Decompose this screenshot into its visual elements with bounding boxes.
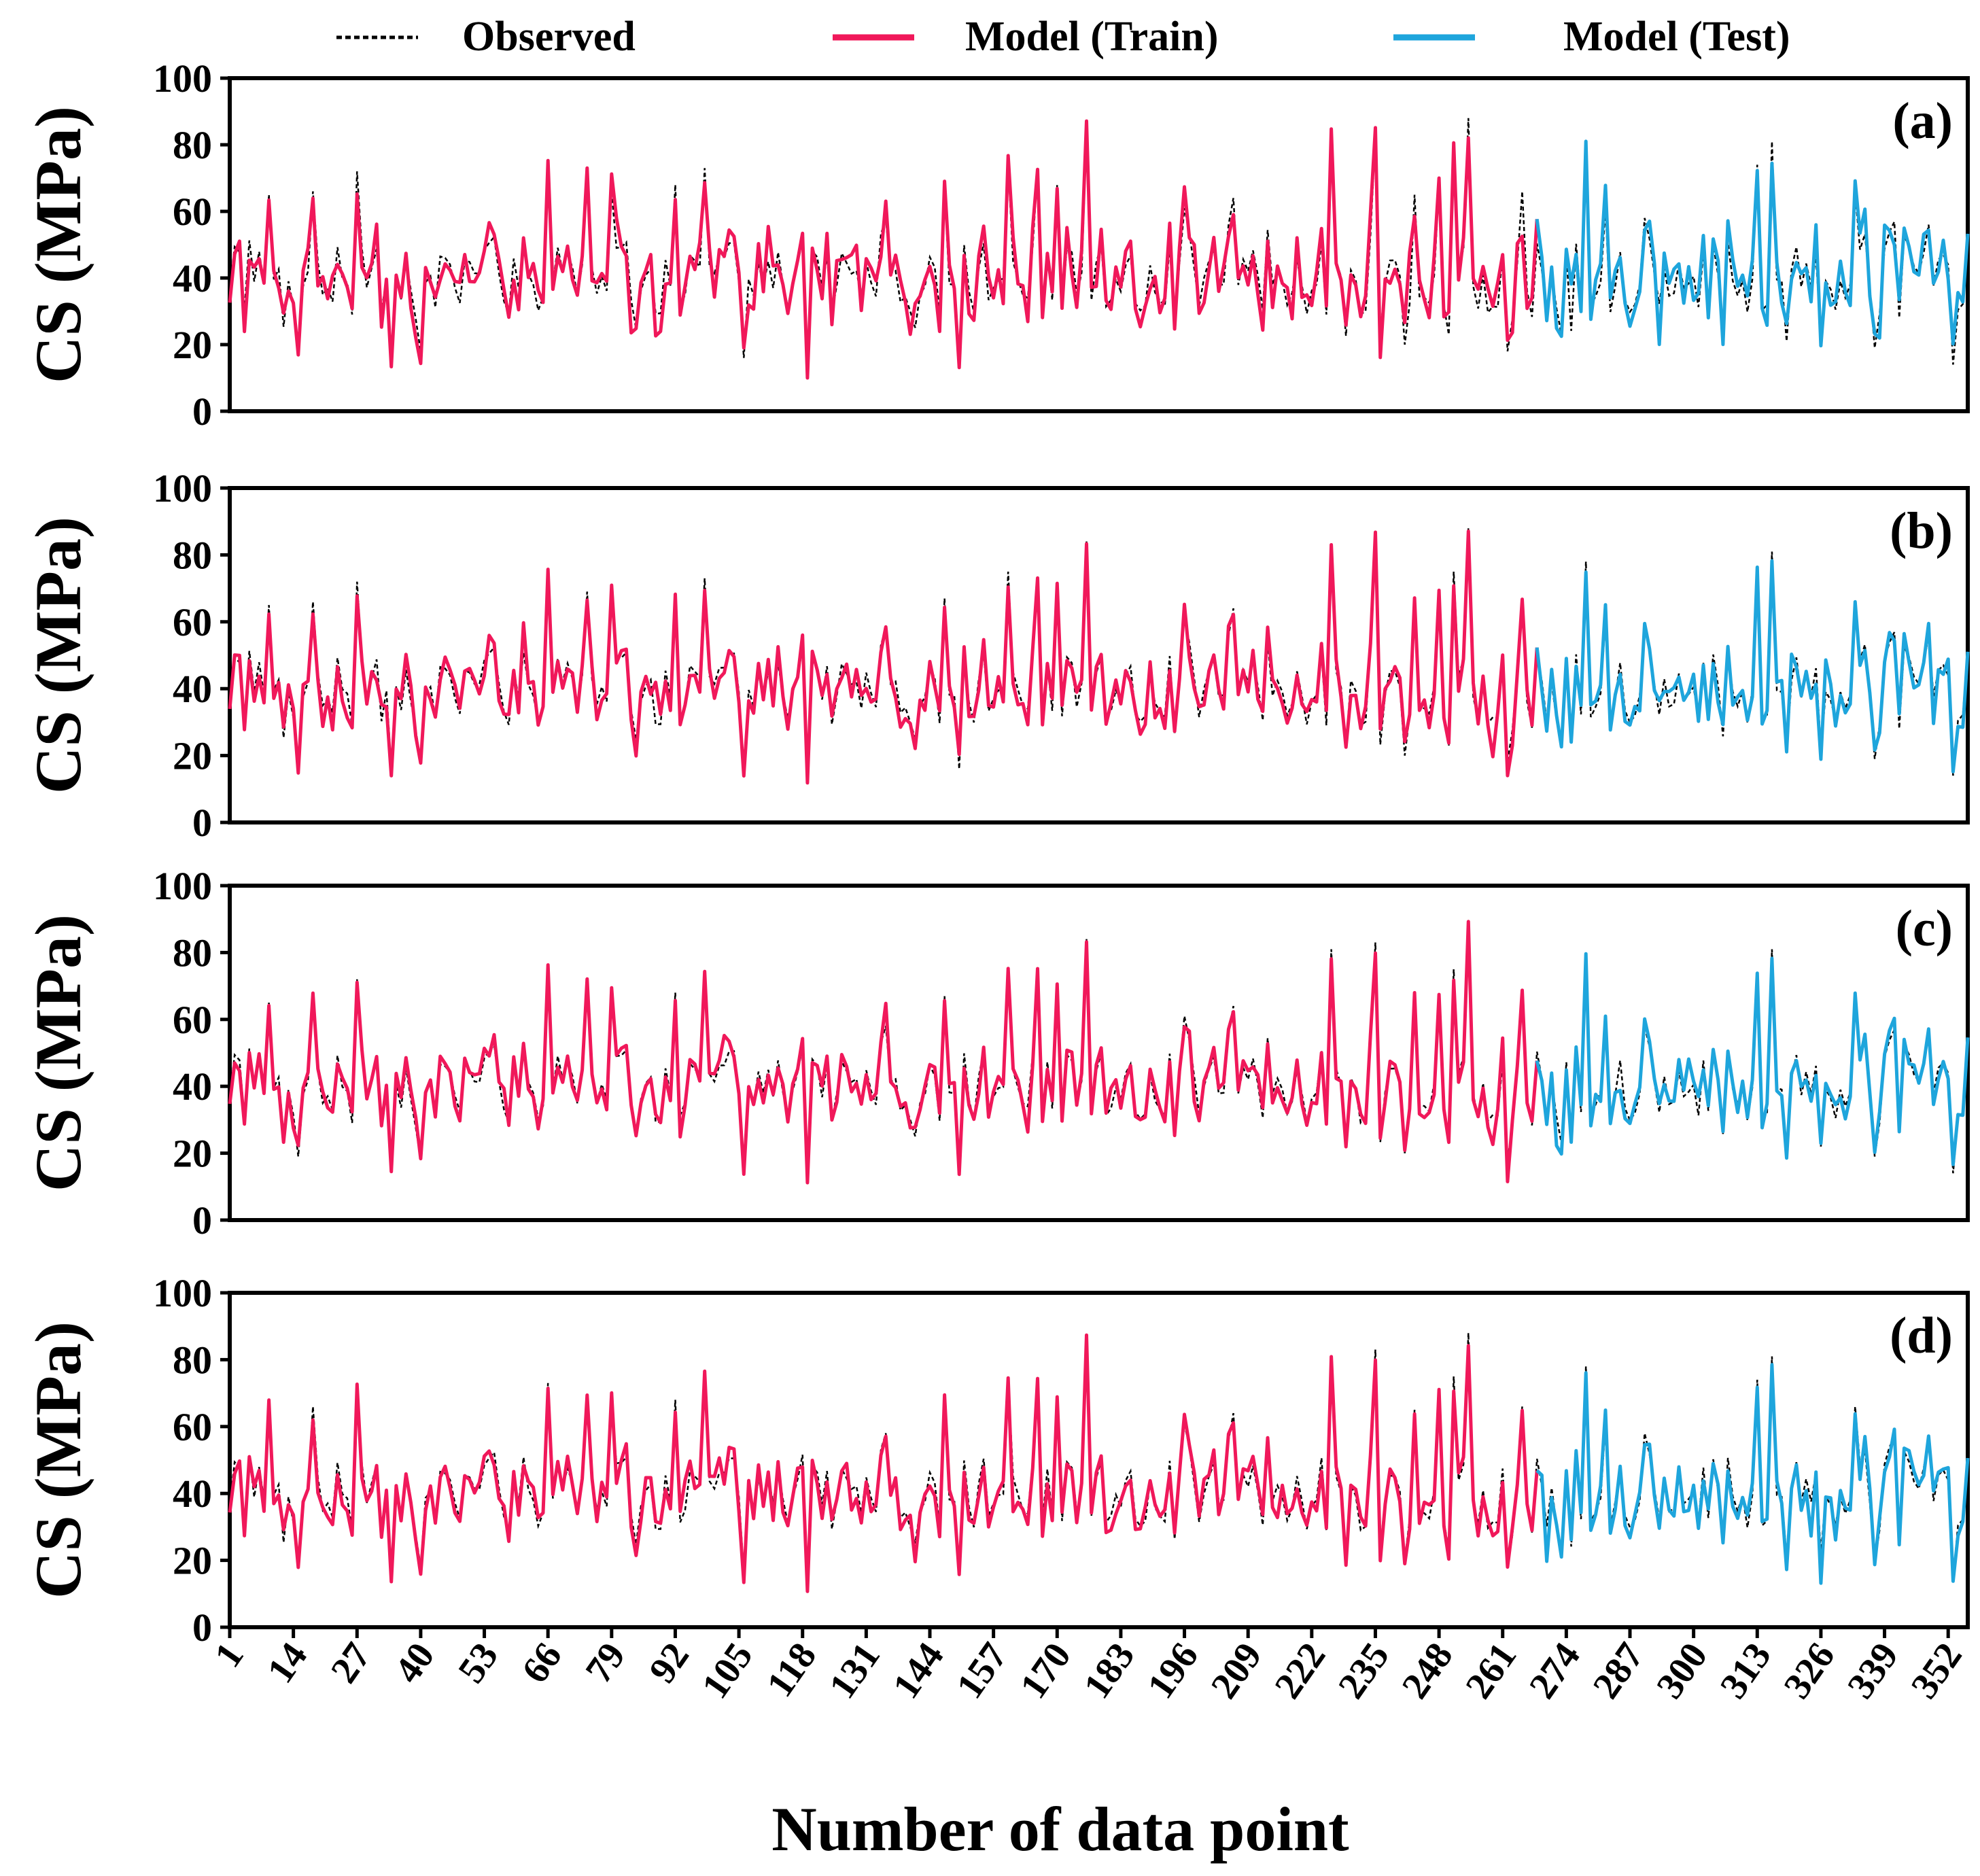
x-tick-label: 92 (641, 1635, 697, 1690)
x-tick-label: 105 (694, 1635, 761, 1706)
y-tick-label: 100 (153, 466, 212, 510)
panel-frame (228, 486, 1970, 824)
y-tick-label: 20 (173, 1539, 212, 1583)
legend-label-test: Model (Test) (1563, 14, 1790, 60)
y-tick-label: 80 (173, 123, 212, 167)
y-tick-label: 40 (173, 1064, 212, 1109)
y-tick-label: 100 (153, 56, 212, 101)
y-axis-title: CS (MPa) (22, 914, 94, 1192)
y-tick-label: 0 (192, 1198, 212, 1243)
x-tick-label: 14 (259, 1635, 315, 1690)
series-model-test (1535, 559, 1970, 774)
series-model-test (1535, 1363, 1970, 1585)
panel-b: 0 20 40 60 80 100 CS (MPa) (b) (22, 466, 1970, 845)
y-tick-label: 0 (192, 801, 212, 845)
y-tick-label: 0 (192, 1605, 212, 1650)
series-model-train (228, 119, 1539, 380)
panel-a: 0 20 40 60 80 100 CS (MPa) (a) (22, 56, 1970, 434)
x-tick-label: 222 (1267, 1635, 1334, 1706)
x-tick-label: 170 (1012, 1635, 1079, 1706)
x-tick-label: 248 (1394, 1635, 1461, 1706)
y-axis-title: CS (MPa) (22, 1321, 94, 1599)
panels: 0 20 40 60 80 100 CS (MPa) (a) 0 20 40 60 80 100 CS (M… (22, 56, 1970, 1650)
series-model-train (228, 1333, 1539, 1593)
y-axis-title: CS (MPa) (22, 106, 94, 383)
x-tick-label: 40 (387, 1635, 443, 1690)
x-tick-label: 196 (1139, 1635, 1206, 1706)
y-tick-label: 20 (173, 1132, 212, 1176)
y-tick-label: 0 (192, 389, 212, 434)
x-tick-label: 352 (1903, 1635, 1970, 1706)
x-tick-label: 157 (948, 1635, 1015, 1706)
x-tick-label: 209 (1203, 1635, 1270, 1706)
series-model-train (228, 529, 1539, 785)
y-tick-label: 60 (173, 190, 212, 234)
panel-label: (b) (1890, 502, 1953, 559)
y-tick-label: 80 (173, 931, 212, 975)
x-tick-label: 66 (514, 1635, 570, 1690)
y-tick-label: 40 (173, 667, 212, 711)
series-model-test (1535, 139, 1970, 348)
series-observed (228, 527, 1969, 780)
legend-label-observed: Observed (462, 14, 636, 60)
x-tick-label: 287 (1585, 1635, 1652, 1706)
x-tick-label: 261 (1457, 1635, 1525, 1706)
y-tick-label: 60 (173, 998, 212, 1042)
panel-label: (c) (1896, 900, 1953, 957)
panel-d: 0 20 40 60 80 100 CS (MPa) (d) (22, 1271, 1970, 1650)
x-tick-label: 326 (1776, 1635, 1843, 1706)
y-tick-label: 80 (173, 533, 212, 577)
legend: Observed Model (Train) Model (Test) (336, 14, 1790, 60)
x-tick-label: 1 (207, 1635, 252, 1675)
y-tick-label: 40 (173, 256, 212, 300)
y-tick-label: 80 (173, 1338, 212, 1382)
panel-label: (a) (1892, 92, 1953, 150)
y-tick-label: 20 (173, 734, 212, 778)
panel-c: 0 20 40 60 80 100 CS (MPa) (c) (22, 864, 1970, 1243)
x-axis: 1 14 27 40 53 66 79 921051181311441571701831962… (207, 1627, 1970, 1706)
y-tick-label: 60 (173, 600, 212, 644)
x-tick-label: 235 (1330, 1635, 1397, 1706)
y-axis-title: CS (MPa) (22, 517, 94, 794)
legend-label-train: Model (Train) (965, 14, 1219, 60)
x-tick-label: 79 (578, 1635, 634, 1690)
x-tick-label: 274 (1521, 1635, 1588, 1706)
panel-label: (d) (1890, 1307, 1953, 1364)
y-tick-label: 100 (153, 864, 212, 908)
y-tick-label: 40 (173, 1472, 212, 1516)
x-tick-label: 300 (1648, 1635, 1716, 1706)
y-tick-label: 60 (173, 1405, 212, 1449)
x-tick-label: 144 (885, 1635, 952, 1706)
series-model-test (1535, 952, 1970, 1166)
y-tick-label: 20 (173, 323, 212, 367)
x-tick-label: 118 (759, 1635, 824, 1705)
x-axis-title: Number of data point (771, 1794, 1349, 1864)
x-tick-label: 53 (450, 1635, 506, 1690)
series-model-train (228, 920, 1539, 1185)
x-tick-label: 339 (1839, 1635, 1907, 1706)
x-tick-label: 27 (323, 1635, 379, 1690)
y-tick-label: 100 (153, 1271, 212, 1315)
x-tick-label: 183 (1076, 1635, 1143, 1706)
x-tick-label: 131 (821, 1635, 888, 1706)
x-tick-label: 313 (1712, 1635, 1779, 1706)
